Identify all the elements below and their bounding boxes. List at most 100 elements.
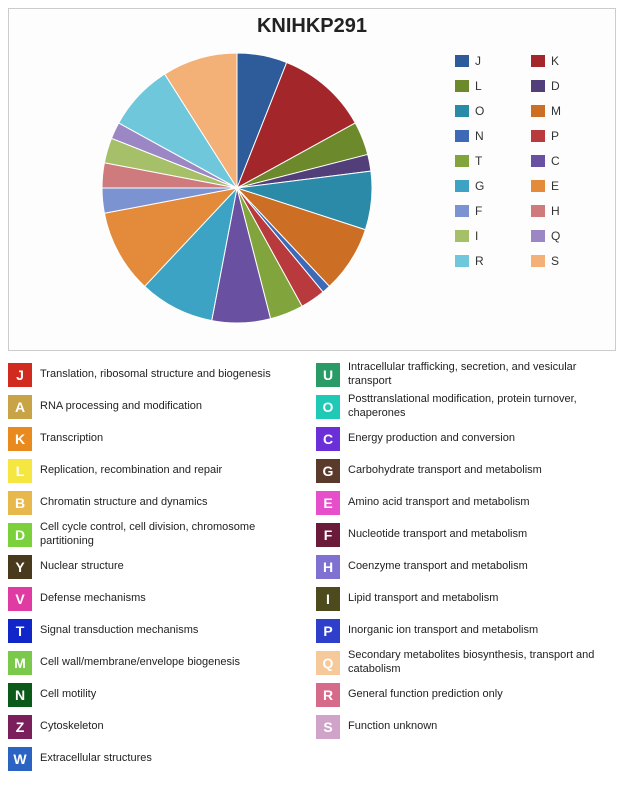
legend-label-H: H xyxy=(551,204,560,218)
cog-row-Z: ZCytoskeleton xyxy=(8,713,308,741)
pie-chart xyxy=(97,48,377,328)
legend-item-G: G xyxy=(455,179,525,193)
cog-row-A: ARNA processing and modification xyxy=(8,393,308,421)
cog-row-Y: Y Nuclear structure xyxy=(8,553,308,581)
legend-item-F: F xyxy=(455,204,525,218)
cog-text-U: Intracellular trafficking, secretion, an… xyxy=(348,361,616,389)
legend-item-S: S xyxy=(531,254,601,268)
legend-item-J: J xyxy=(455,54,525,68)
cog-row-O: OPosttranslational modification, protein… xyxy=(316,393,616,421)
legend-label-N: N xyxy=(475,129,484,143)
cog-letter-T: T xyxy=(8,619,32,643)
legend-swatch-J xyxy=(455,55,469,67)
legend-swatch-F xyxy=(455,205,469,217)
legend-label-C: C xyxy=(551,154,560,168)
cog-letter-C: C xyxy=(316,427,340,451)
cog-text-R: General function prediction only xyxy=(348,688,503,702)
cog-row-K: K Transcription xyxy=(8,425,308,453)
cog-text-Q: Secondary metabolites biosynthesis, tran… xyxy=(348,649,616,677)
legend-item-N: N xyxy=(455,129,525,143)
cog-letter-P: P xyxy=(316,619,340,643)
cog-row-N: N Cell motility xyxy=(8,681,308,709)
legend-item-C: C xyxy=(531,154,601,168)
cog-letter-K: K xyxy=(8,427,32,451)
legend-label-G: G xyxy=(475,179,484,193)
cog-letter-Z: Z xyxy=(8,715,32,739)
cog-letter-B: B xyxy=(8,491,32,515)
cog-row-M: MCell wall/membrane/envelope biogenesis xyxy=(8,649,308,677)
legend-item-L: L xyxy=(455,79,525,93)
cog-letter-A: A xyxy=(8,395,32,419)
legend-label-O: O xyxy=(475,104,484,118)
cog-row-E: E Amino acid transport and metabolism xyxy=(316,489,616,517)
cog-letter-F: F xyxy=(316,523,340,547)
chart-row: J K LD O M N P T C G EF H I Q RS xyxy=(19,44,605,336)
pie-area xyxy=(19,44,455,336)
legend-label-P: P xyxy=(551,129,559,143)
cog-text-D: Cell cycle control, cell division, chrom… xyxy=(40,521,308,549)
cog-row-B: B Chromatin structure and dynamics xyxy=(8,489,308,517)
legend-swatch-R xyxy=(455,255,469,267)
legend-swatch-P xyxy=(531,130,545,142)
cog-text-N: Cell motility xyxy=(40,688,96,702)
cog-letter-H: H xyxy=(316,555,340,579)
cog-row-V: VDefense mechanisms xyxy=(8,585,308,613)
legend-swatch-K xyxy=(531,55,545,67)
legend-label-T: T xyxy=(475,154,482,168)
cog-row-R: R General function prediction only xyxy=(316,681,616,709)
legend-swatch-I xyxy=(455,230,469,242)
cog-letter-E: E xyxy=(316,491,340,515)
cog-row-U: U Intracellular trafficking, secretion, a… xyxy=(316,361,616,389)
cog-letter-Q: Q xyxy=(316,651,340,675)
legend-swatch-G xyxy=(455,180,469,192)
legend-swatch-Q xyxy=(531,230,545,242)
legend-item-T: T xyxy=(455,154,525,168)
legend-swatch-C xyxy=(531,155,545,167)
cog-letter-U: U xyxy=(316,363,340,387)
legend-item-E: E xyxy=(531,179,601,193)
cog-row-J: JTranslation, ribosomal structure and bi… xyxy=(8,361,308,389)
legend-label-M: M xyxy=(551,104,561,118)
cog-letter-J: J xyxy=(8,363,32,387)
cog-row-D: D Cell cycle control, cell division, chro… xyxy=(8,521,308,549)
legend-item-D: D xyxy=(531,79,601,93)
chart-container: KNIHKP291 J K LD O M N P T C G EF H I Q RS xyxy=(8,8,616,351)
legend-item-H: H xyxy=(531,204,601,218)
cog-row-P: PInorganic ion transport and metabolism xyxy=(316,617,616,645)
chart-title: KNIHKP291 xyxy=(19,15,605,38)
cog-text-G: Carbohydrate transport and metabolism xyxy=(348,464,542,478)
cog-text-H: Coenzyme transport and metabolism xyxy=(348,560,528,574)
legend-swatch-L xyxy=(455,80,469,92)
legend-item-P: P xyxy=(531,129,601,143)
cog-row-Q: Q Secondary metabolites biosynthesis, tra… xyxy=(316,649,616,677)
cog-text-I: Lipid transport and metabolism xyxy=(348,592,498,606)
cog-text-W: Extracellular structures xyxy=(40,752,152,766)
cog-text-K: Transcription xyxy=(40,432,103,446)
legend-item-I: I xyxy=(455,229,525,243)
legend-swatch-E xyxy=(531,180,545,192)
cog-text-E: Amino acid transport and metabolism xyxy=(348,496,530,510)
cog-letter-Y: Y xyxy=(8,555,32,579)
legend-item-M: M xyxy=(531,104,601,118)
cog-letter-I: I xyxy=(316,587,340,611)
cog-text-Y: Nuclear structure xyxy=(40,560,124,574)
legend-swatch-T xyxy=(455,155,469,167)
cog-letter-R: R xyxy=(316,683,340,707)
cog-row-I: I Lipid transport and metabolism xyxy=(316,585,616,613)
legend-label-Q: Q xyxy=(551,229,560,243)
legend-swatch-H xyxy=(531,205,545,217)
cog-text-S: Function unknown xyxy=(348,720,437,734)
cog-row-C: CEnergy production and conversion xyxy=(316,425,616,453)
legend-label-I: I xyxy=(475,229,478,243)
cog-letter-D: D xyxy=(8,523,32,547)
legend-item-Q: Q xyxy=(531,229,601,243)
cog-letter-N: N xyxy=(8,683,32,707)
legend-item-R: R xyxy=(455,254,525,268)
legend-item-K: K xyxy=(531,54,601,68)
cog-key-table: JTranslation, ribosomal structure and bi… xyxy=(8,361,616,773)
legend-label-K: K xyxy=(551,54,559,68)
legend-swatch-S xyxy=(531,255,545,267)
legend-swatch-N xyxy=(455,130,469,142)
cog-text-B: Chromatin structure and dynamics xyxy=(40,496,208,510)
cog-row-empty xyxy=(316,745,616,773)
